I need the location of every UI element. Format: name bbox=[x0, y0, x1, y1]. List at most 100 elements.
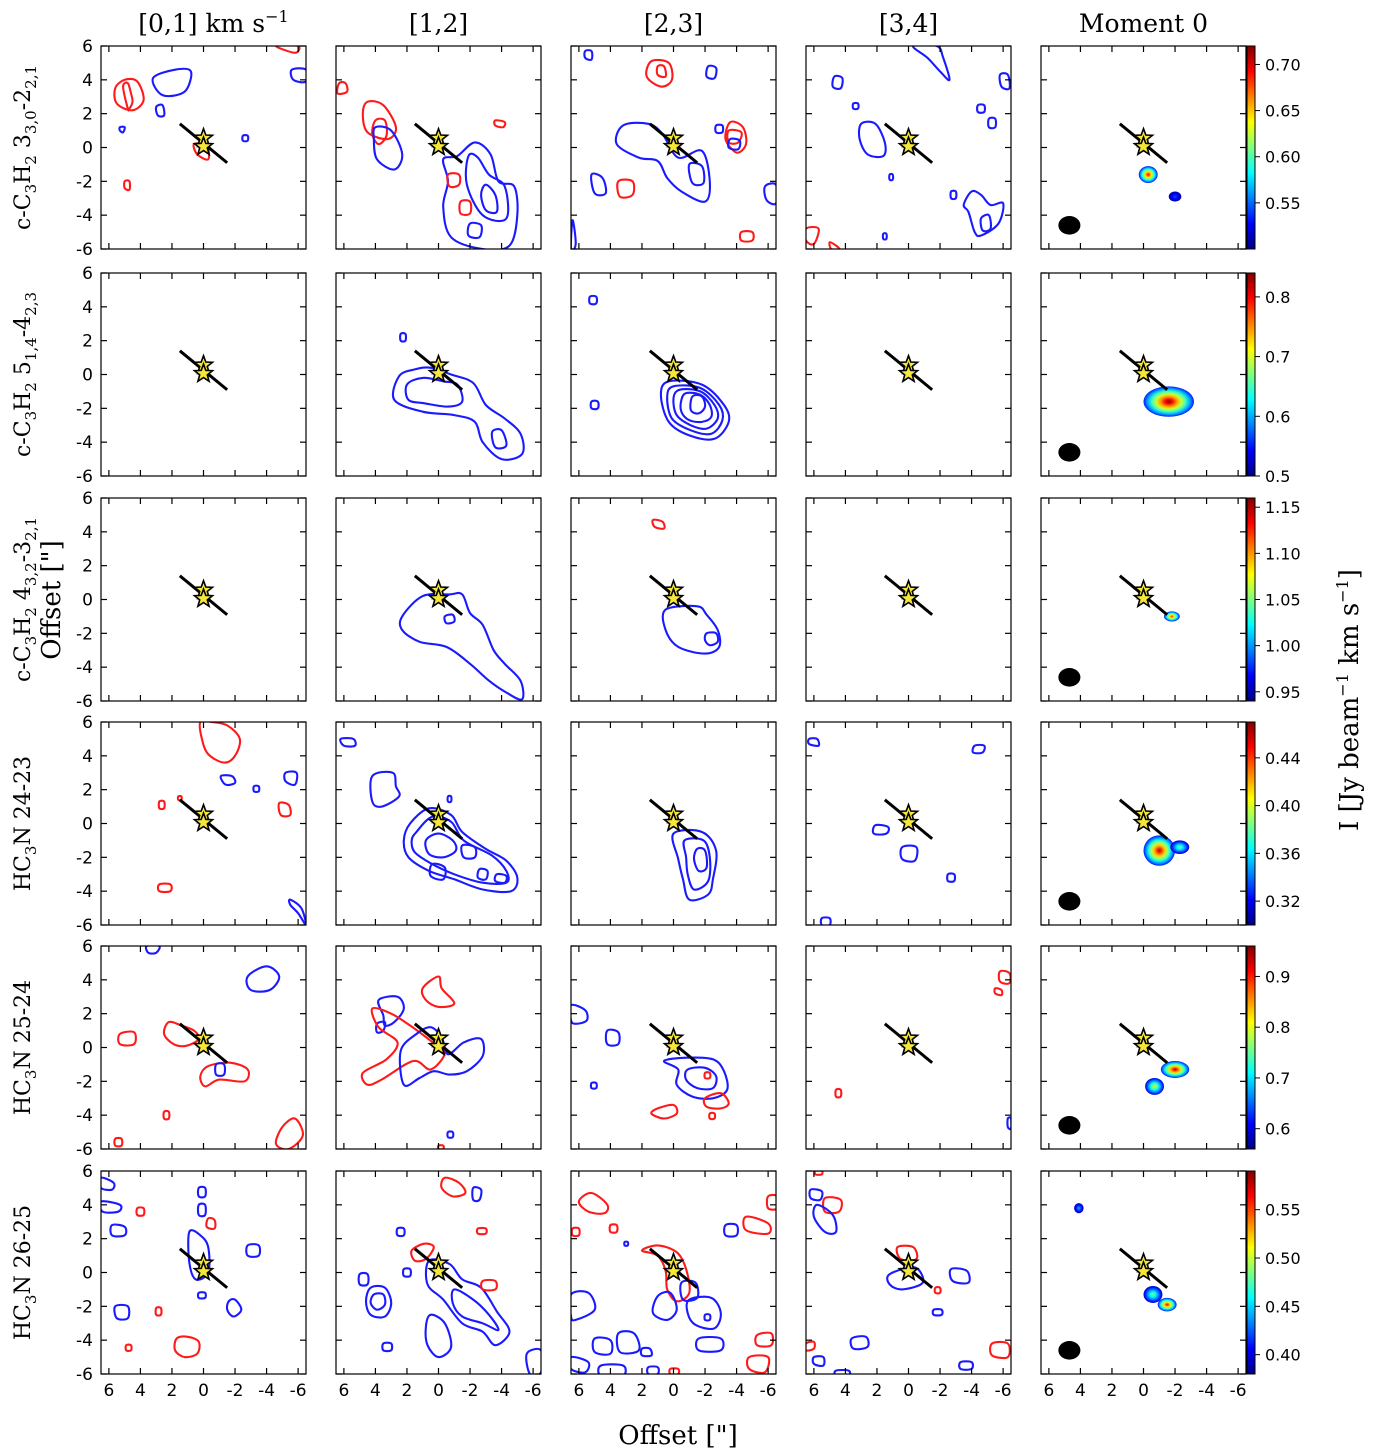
y-tick-label: 0 bbox=[82, 139, 93, 159]
panel-plot-area bbox=[156, 722, 306, 925]
protostar-marker bbox=[427, 1034, 450, 1057]
panel-plot-area bbox=[1058, 1203, 1177, 1360]
protostar-marker bbox=[1132, 810, 1155, 833]
row-label-sub: 2 bbox=[22, 607, 40, 617]
blue-contour bbox=[689, 393, 707, 415]
y-tick-label: -2 bbox=[76, 1297, 93, 1317]
moment0-emission bbox=[1145, 1077, 1164, 1095]
blue-contour bbox=[113, 1303, 131, 1321]
blue-contour bbox=[450, 1288, 500, 1332]
blue-contour bbox=[639, 1346, 653, 1358]
red-contour bbox=[154, 1306, 163, 1317]
red-contour bbox=[822, 1196, 843, 1215]
moment0-emission bbox=[1143, 386, 1194, 417]
y-tick-label: -4 bbox=[76, 433, 93, 453]
panel-ticks bbox=[806, 721, 1011, 926]
red-contour bbox=[806, 1340, 816, 1352]
row-label-text: N 24-23 bbox=[11, 756, 36, 846]
panel-plot-area bbox=[883, 574, 934, 616]
blue-contour bbox=[583, 49, 594, 61]
panel-r5-c1: 6 4 2 0 -2 -4 -6 bbox=[335, 1170, 542, 1401]
protostar-marker bbox=[662, 134, 685, 157]
blue-contour bbox=[101, 1176, 116, 1192]
x-tick-label: -4 bbox=[493, 1381, 510, 1401]
blue-contour bbox=[252, 784, 261, 794]
x-tick-label: 6 bbox=[1043, 1381, 1054, 1401]
blue-contour bbox=[849, 1335, 870, 1351]
colorbar-tick-label: 0.32 bbox=[1265, 892, 1301, 911]
colorbar-tick-label: 1.05 bbox=[1265, 591, 1301, 610]
panel-r2-c1 bbox=[335, 497, 542, 702]
blue-contour bbox=[154, 103, 166, 118]
panel-plot-area bbox=[178, 349, 229, 391]
blue-contour bbox=[398, 591, 525, 701]
panel-ticks bbox=[1041, 945, 1246, 1150]
y-tick-label: -6 bbox=[76, 240, 93, 260]
panel-r1-c3 bbox=[805, 272, 1012, 477]
red-contour bbox=[813, 1171, 824, 1176]
protostar-marker bbox=[1132, 1034, 1155, 1057]
red-contour bbox=[371, 117, 388, 146]
panel-r2-c0: -6 -4 -2 0 2 4 6 bbox=[76, 489, 307, 712]
panel-ticks: 6 4 2 0 -2 -4 -6 bbox=[1041, 1170, 1247, 1401]
colorbar: 0.5 0.6 0.7 0.8 bbox=[1246, 272, 1290, 486]
panel-ticks: -6 -4 -2 0 2 4 6 bbox=[76, 264, 306, 487]
y-tick-label: -2 bbox=[76, 399, 93, 419]
row-label-sub: 3 bbox=[22, 846, 40, 856]
row-label-text: -2 bbox=[11, 89, 36, 110]
panel-plot-area bbox=[1058, 1022, 1190, 1135]
colorbar-gradient bbox=[1246, 1170, 1256, 1375]
blue-contour bbox=[287, 898, 306, 925]
blue-contour bbox=[424, 832, 458, 859]
panel-ticks bbox=[1041, 497, 1246, 702]
blue-contour bbox=[446, 1130, 455, 1139]
protostar-marker bbox=[662, 586, 685, 609]
blue-contour bbox=[646, 1365, 660, 1374]
x-tick-label: -2 bbox=[1167, 1381, 1184, 1401]
x-axis-title: Offset ["] bbox=[618, 1421, 737, 1451]
row-label: HC3N 24-23 bbox=[11, 756, 40, 891]
panel-r2-c2 bbox=[570, 497, 777, 702]
blue-contour bbox=[424, 1313, 453, 1359]
protostar-marker bbox=[1132, 134, 1155, 157]
protostar-marker bbox=[192, 361, 215, 384]
blue-contour bbox=[651, 1290, 678, 1321]
panel-ticks: -6 -4 -2 0 2 4 6 bbox=[76, 713, 306, 936]
red-contour bbox=[410, 1242, 435, 1263]
colorbar-tick-label: 0.70 bbox=[1265, 55, 1301, 74]
red-contour bbox=[135, 1206, 146, 1217]
panel-ticks: 6 4 2 0 -2 -4 -6 bbox=[336, 1170, 542, 1401]
blue-contour bbox=[196, 1291, 207, 1300]
panel-plot-area bbox=[883, 349, 934, 391]
y-tick-label: 6 bbox=[82, 1162, 93, 1182]
red-contour bbox=[616, 178, 636, 199]
y-tick-label: -2 bbox=[76, 624, 93, 644]
x-tick-label: -6 bbox=[525, 1381, 542, 1401]
panel-plot-area bbox=[1058, 122, 1182, 235]
red-contour bbox=[668, 1367, 681, 1374]
blue-contour bbox=[245, 1243, 262, 1258]
red-contour bbox=[703, 1071, 712, 1080]
protostar-marker bbox=[427, 810, 450, 833]
colorbar-title-text: I [Jy beam bbox=[1335, 697, 1365, 831]
colorbar-gradient bbox=[1246, 272, 1256, 477]
blue-contour bbox=[402, 1267, 412, 1278]
colorbars: 0.55 0.60 0.65 0.70 0.5 0.6 0.7 0.8 0.95 1.00 1.05… bbox=[1246, 45, 1301, 1375]
y-tick-label: 6 bbox=[82, 713, 93, 733]
blue-contour bbox=[151, 67, 193, 98]
row-label-sub: 3 bbox=[22, 636, 40, 646]
colorbar-tick-label: 0.60 bbox=[1265, 148, 1301, 167]
protostar-marker bbox=[897, 134, 920, 157]
colorbar-tick-label: 0.95 bbox=[1265, 683, 1301, 702]
blue-contour bbox=[571, 219, 577, 249]
x-tick-label: 2 bbox=[637, 1381, 648, 1401]
blue-contour bbox=[958, 1360, 974, 1371]
y-tick-label: 6 bbox=[82, 937, 93, 957]
panel-r0-c3 bbox=[805, 45, 1012, 250]
y-tick-label: -6 bbox=[76, 1140, 93, 1160]
panel-ticks: -6 -4 -2 0 2 4 6 bbox=[76, 37, 306, 260]
blue-contour bbox=[857, 120, 887, 159]
panel-r2-c4 bbox=[1040, 497, 1247, 702]
